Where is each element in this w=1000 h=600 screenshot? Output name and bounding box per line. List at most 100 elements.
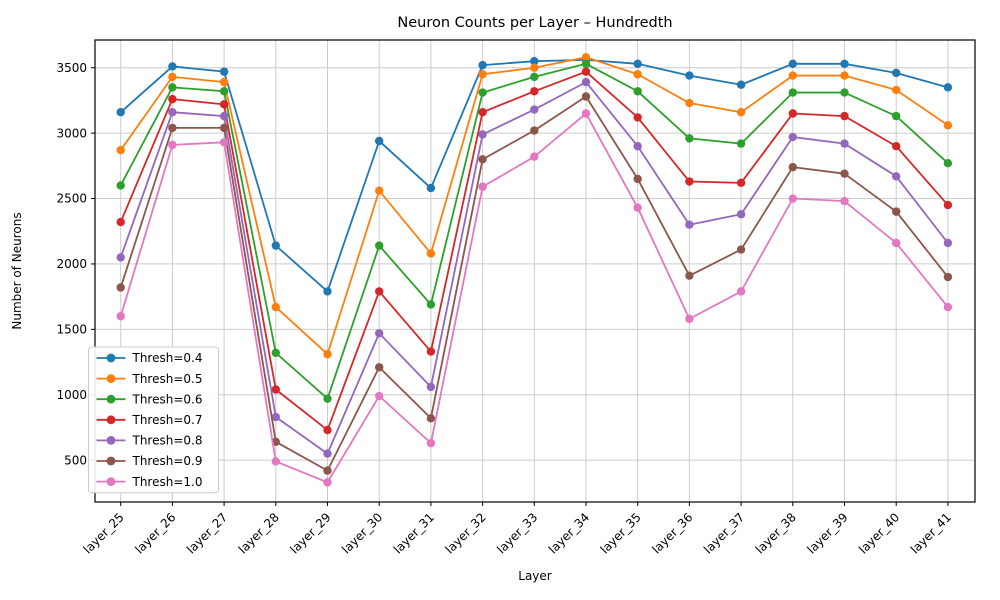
data-point-marker [271, 412, 280, 422]
legend-marker [106, 436, 116, 445]
y-tick-label: 2500 [56, 192, 87, 206]
data-point-marker [323, 287, 332, 296]
data-point-marker [375, 329, 384, 338]
data-point-marker [633, 113, 642, 122]
x-tick-label: layer_28 [236, 510, 282, 556]
x-axis-label: Layer [518, 569, 552, 583]
data-point-marker [323, 394, 332, 403]
data-point-marker [633, 59, 642, 69]
data-point-marker [168, 83, 177, 92]
data-point-marker [892, 85, 901, 95]
data-point-marker [478, 130, 487, 139]
data-point-marker [943, 200, 953, 210]
data-point-marker [943, 302, 953, 312]
data-point-marker [736, 108, 746, 117]
data-point-marker [581, 92, 591, 101]
data-point-marker [943, 272, 953, 282]
data-point-marker [892, 142, 901, 151]
data-point-marker [426, 183, 436, 193]
data-point-marker [530, 105, 539, 114]
data-point-marker [943, 121, 953, 130]
data-point-marker [581, 109, 591, 118]
data-point-marker [530, 126, 539, 135]
data-point-marker [736, 245, 746, 254]
y-tick-label: 500 [64, 453, 87, 467]
x-tick-label: layer_31 [391, 510, 437, 556]
data-point-marker [375, 391, 384, 401]
x-tick-label: layer_35 [598, 510, 644, 556]
data-point-marker [685, 98, 694, 108]
data-point-marker [633, 87, 642, 96]
data-point-marker [219, 77, 229, 87]
data-point-marker [426, 300, 436, 309]
data-point-marker [685, 220, 694, 229]
y-tick-label: 2000 [56, 257, 87, 271]
data-point-marker [219, 123, 229, 133]
y-tick-label: 1500 [56, 323, 87, 337]
data-point-marker [478, 182, 487, 191]
data-point-marker [943, 238, 953, 248]
data-point-marker [581, 77, 591, 87]
data-point-marker [530, 63, 539, 72]
data-point-marker [478, 108, 487, 117]
data-point-marker [478, 70, 487, 79]
x-tick-label: layer_34 [546, 510, 592, 556]
data-point-marker [168, 140, 177, 150]
data-point-marker [375, 363, 384, 372]
data-point-marker [530, 87, 539, 96]
x-tick-label: layer_26 [132, 510, 178, 556]
legend-label: Thresh=0.5 [132, 372, 203, 386]
y-axis-label: Number of Neurons [10, 212, 24, 329]
legend-label: Thresh=0.6 [132, 392, 203, 406]
data-point-marker [581, 59, 591, 69]
legend-marker [106, 415, 116, 425]
data-point-marker [478, 155, 487, 164]
data-point-marker [788, 59, 797, 69]
data-point-marker [633, 70, 642, 79]
data-point-marker [116, 108, 125, 117]
data-point-marker [530, 152, 539, 161]
data-point-marker [116, 145, 125, 155]
data-point-marker [736, 287, 746, 296]
data-point-marker [581, 67, 591, 76]
data-point-marker [426, 414, 436, 423]
x-tick-label: layer_37 [701, 510, 747, 556]
data-point-marker [271, 348, 280, 358]
legend-marker [106, 394, 116, 404]
x-tick-label: layer_27 [184, 510, 230, 556]
x-tick-label: layer_33 [494, 510, 540, 556]
data-point-marker [840, 139, 849, 148]
data-point-marker [788, 162, 797, 172]
data-point-marker [736, 210, 746, 219]
legend-label: Thresh=0.4 [132, 351, 203, 365]
data-point-marker [892, 111, 901, 121]
data-point-marker [892, 207, 901, 216]
data-point-marker [840, 59, 849, 69]
data-point-marker [530, 56, 539, 66]
x-tick-label: layer_29 [287, 510, 333, 556]
data-point-marker [788, 109, 797, 118]
chart-title: Neuron Counts per Layer – Hundredth [397, 15, 672, 31]
data-point-marker [323, 449, 332, 458]
data-point-marker [219, 87, 229, 96]
data-point-marker [323, 349, 332, 359]
legend-label: Thresh=0.8 [132, 434, 203, 448]
legend-marker [106, 477, 116, 486]
data-point-marker [892, 68, 901, 78]
data-point-marker [685, 134, 694, 143]
data-point-marker [116, 283, 125, 292]
plot-spines [94, 39, 976, 503]
data-point-marker [788, 132, 797, 142]
data-point-marker [271, 385, 280, 394]
y-tick-label: 1000 [56, 388, 87, 402]
data-point-marker [685, 314, 694, 324]
data-point-marker [788, 88, 797, 97]
x-tick-label: layer_40 [856, 510, 902, 556]
data-point-marker [375, 186, 384, 195]
data-point-marker [685, 271, 694, 280]
data-point-marker [633, 142, 642, 151]
x-tick-label: layer_38 [753, 510, 799, 556]
plot-border [94, 39, 976, 503]
x-tick-label: layer_36 [649, 510, 695, 556]
